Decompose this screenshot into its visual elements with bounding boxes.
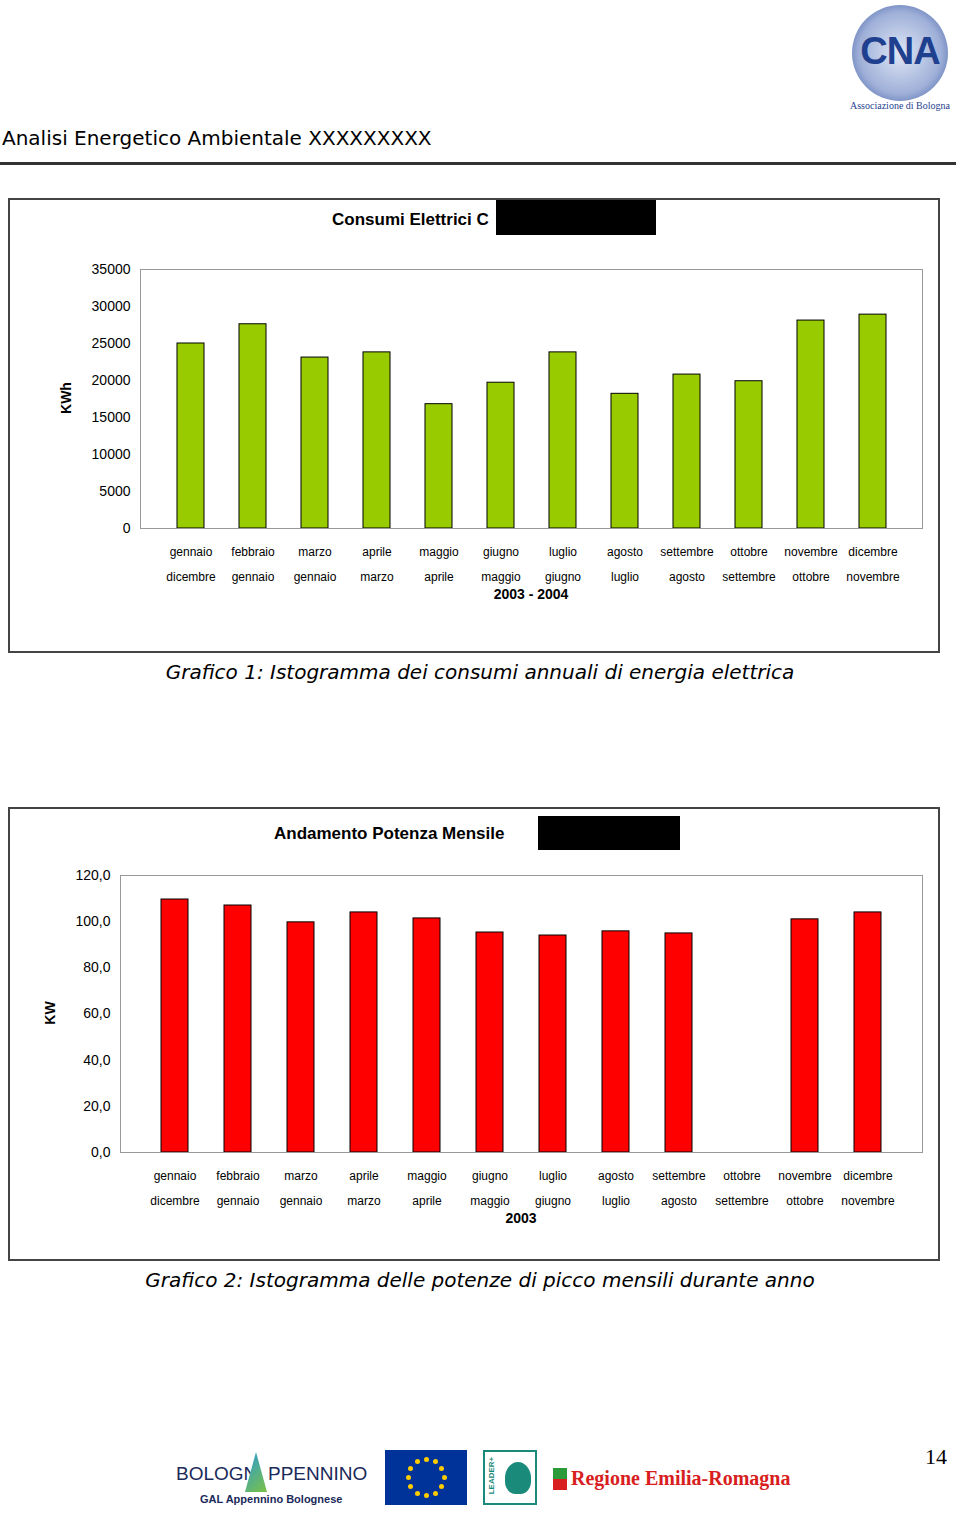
svg-text:gennaiodicembre: gennaiodicembre <box>166 545 216 584</box>
svg-text:30000: 30000 <box>92 298 131 314</box>
svg-text:0,0: 0,0 <box>91 1144 111 1160</box>
svg-text:novembreottobre: novembreottobre <box>784 545 838 584</box>
svg-text:novembreottobre: novembreottobre <box>778 1169 832 1208</box>
svg-text:maggioaprile: maggioaprile <box>407 1169 447 1208</box>
svg-text:aprilemarzo: aprilemarzo <box>347 1169 381 1208</box>
svg-text:aprilemarzo: aprilemarzo <box>360 545 394 584</box>
svg-text:60,0: 60,0 <box>83 1005 110 1021</box>
html-text:KWh: KWh <box>58 381 74 414</box>
svg-text:gennaiodicembre: gennaiodicembre <box>150 1169 200 1208</box>
svg-text:5000: 5000 <box>99 483 130 499</box>
svg-text:ottobresettembre: ottobresettembre <box>715 1169 769 1208</box>
html-text:Associazione di Bologna: Associazione di Bologna <box>850 100 950 111</box>
svg-text:marzogennaio: marzogennaio <box>294 545 337 584</box>
svg-text:40,0: 40,0 <box>83 1052 110 1068</box>
html-text:Consumi Elettrici C: Consumi Elettrici C <box>332 210 489 229</box>
svg-text:giugnomaggio: giugnomaggio <box>470 1169 510 1208</box>
svg-text:maggioaprile: maggioaprile <box>419 545 459 584</box>
html-text:2003 - 2004: 2003 - 2004 <box>493 586 569 602</box>
svg-text:15000: 15000 <box>92 409 131 425</box>
html-text:BOLOGN: BOLOGN <box>176 1463 258 1484</box>
html-text:2003: 2003 <box>505 1210 537 1226</box>
html-text:CNA: CNA <box>860 30 940 72</box>
svg-text:giugnomaggio: giugnomaggio <box>481 545 521 584</box>
svg-text:marzogennaio: marzogennaio <box>280 1169 323 1208</box>
svg-text:settembreagosto: settembreagosto <box>652 1169 706 1208</box>
svg-text:dicembrenovembre: dicembrenovembre <box>841 1169 895 1208</box>
html-text:Analisi Energetico Ambientale: Analisi Energetico Ambientale XXXXXXXXX <box>2 126 432 150</box>
html-text:Grafico 1: Istogramma dei cons: Grafico 1: Istogramma dei consumi annual… <box>165 660 795 684</box>
svg-text:ottobresettembre: ottobresettembre <box>722 545 776 584</box>
svg-text:febbraiogennaio: febbraiogennaio <box>231 545 275 584</box>
svg-text:lugliogiugno: lugliogiugno <box>535 1169 571 1208</box>
svg-text:0: 0 <box>123 520 131 536</box>
svg-text:10000: 10000 <box>92 446 131 462</box>
html-text:Regione Emilia-Romagna: Regione Emilia-Romagna <box>571 1467 791 1489</box>
svg-text:lugliogiugno: lugliogiugno <box>545 545 581 584</box>
html-text:KW: KW <box>42 1000 58 1025</box>
html-text:PPENNINO: PPENNINO <box>268 1463 368 1484</box>
html-text:GAL Appennino Bolognese: GAL Appennino Bolognese <box>200 1493 343 1505</box>
svg-text:25000: 25000 <box>92 335 131 351</box>
svg-text:febbraiogennaio: febbraiogennaio <box>216 1169 260 1208</box>
svg-text:agostoluglio: agostoluglio <box>607 545 643 584</box>
html-text:Andamento Potenza Mensile: Andamento Potenza Mensile <box>274 824 505 843</box>
svg-text:agostoluglio: agostoluglio <box>598 1169 634 1208</box>
html-text:LEADER+: LEADER+ <box>486 1456 496 1495</box>
svg-text:100,0: 100,0 <box>75 913 110 929</box>
svg-text:settembreagosto: settembreagosto <box>660 545 714 584</box>
html-text:14: 14 <box>925 1444 947 1469</box>
svg-text:80,0: 80,0 <box>83 959 110 975</box>
svg-text:dicembrenovembre: dicembrenovembre <box>846 545 900 584</box>
svg-text:120,0: 120,0 <box>75 867 110 883</box>
svg-text:20,0: 20,0 <box>83 1098 110 1114</box>
html-text:Grafico 2: Istogramma delle po: Grafico 2: Istogramma delle potenze di p… <box>145 1268 815 1292</box>
svg-text:20000: 20000 <box>92 372 131 388</box>
svg-text:35000: 35000 <box>92 261 131 277</box>
